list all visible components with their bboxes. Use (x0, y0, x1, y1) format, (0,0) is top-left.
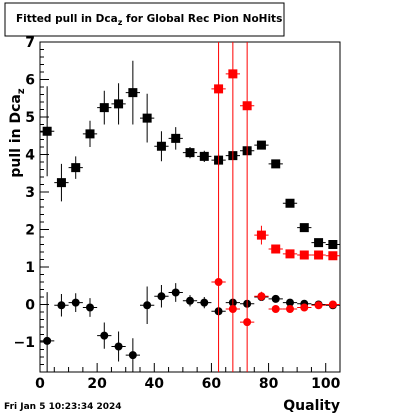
series-1 (40, 283, 340, 372)
data-point-square (85, 129, 95, 139)
data-point-square (314, 250, 324, 260)
data-point-square (256, 230, 266, 240)
y-tick-label: 3 (25, 185, 35, 201)
data-point-square (185, 148, 195, 158)
data-point-square (228, 69, 238, 79)
data-point-circle (86, 303, 94, 312)
data-point-square (285, 249, 295, 259)
data-point-square (271, 244, 281, 254)
data-point-square (328, 251, 338, 261)
data-point-circle (143, 301, 152, 310)
data-point-circle (200, 298, 209, 307)
data-point-square (242, 101, 252, 111)
data-point-circle (100, 331, 109, 340)
x-tick-label: 20 (87, 376, 107, 392)
y-tick-label: 6 (25, 73, 35, 89)
data-point-square (256, 140, 266, 150)
data-point-square (42, 126, 52, 136)
plot-frame (39, 41, 341, 373)
data-point-square (114, 99, 124, 109)
data-point-circle (271, 294, 280, 303)
data-point-circle (257, 292, 266, 301)
data-point-circle (286, 305, 294, 313)
y-tick-label: 2 (25, 223, 35, 239)
y-tick-label: 1 (25, 260, 35, 276)
y-axis-label-main: pull in Dca (8, 94, 24, 177)
x-axis-label: Quality (283, 398, 340, 414)
data-point-circle (114, 342, 123, 351)
data-point-square (171, 133, 181, 143)
data-point-circle (328, 300, 337, 309)
data-point-square (328, 240, 338, 249)
data-point-circle (171, 288, 180, 297)
data-point-circle (271, 305, 280, 313)
x-tick-label: 40 (145, 376, 165, 392)
data-point-circle (128, 351, 137, 360)
data-point-square (142, 113, 152, 123)
data-point-circle (243, 318, 252, 327)
data-point-circle (186, 296, 194, 305)
data-point-square (271, 159, 281, 169)
title-box (4, 2, 285, 37)
chart-title: Fitted pull in Dcaz for Global Rec Pion … (16, 13, 282, 27)
chart-title-main: Fitted pull in Dca (16, 13, 118, 25)
x-tick-label: 60 (202, 376, 222, 392)
x-tick-label: 0 (35, 376, 45, 392)
data-point-square (156, 141, 166, 151)
data-point-circle (57, 301, 66, 310)
series-3 (211, 278, 340, 327)
x-tick-label: 100 (311, 376, 340, 392)
data-point-square (56, 178, 66, 188)
timestamp: Fri Jan 5 10:23:34 2024 (4, 402, 122, 412)
y-axis-label: pull in Dcaz (8, 88, 27, 177)
data-point-circle (314, 301, 323, 310)
y-tick-label: 4 (25, 148, 35, 164)
chart-title-subscript: z (118, 18, 123, 27)
data-point-square (214, 84, 224, 94)
data-point-square (71, 163, 81, 173)
data-point-circle (300, 303, 309, 312)
data-point-circle (71, 298, 80, 307)
data-point-circle (43, 336, 52, 345)
data-point-square (299, 223, 309, 233)
data-point-square (199, 151, 209, 161)
y-tick-label: 0 (25, 298, 35, 314)
y-tick-label: −1 (14, 335, 35, 351)
data-point-square (285, 198, 295, 208)
data-point-circle (286, 298, 294, 307)
series-0 (40, 60, 340, 249)
data-layer (40, 42, 340, 372)
y-tick-label: 7 (25, 35, 35, 51)
chart-title-suffix: for Global Rec Pion NoHits (122, 13, 282, 25)
data-point-square (314, 238, 324, 248)
data-point-square (99, 103, 109, 113)
data-point-square (128, 88, 138, 98)
y-tick-label: 5 (25, 110, 35, 126)
x-tick-label: 80 (259, 376, 279, 392)
y-axis-label-subscript: z (16, 88, 27, 94)
data-point-circle (214, 278, 223, 286)
data-point-square (299, 250, 309, 260)
axis-layer: 0 20 40 60 80 100 −1 0 1 2 3 4 5 6 7 (14, 35, 341, 392)
data-point-circle (228, 305, 237, 313)
series-2 (211, 42, 340, 372)
data-point-circle (157, 292, 166, 301)
